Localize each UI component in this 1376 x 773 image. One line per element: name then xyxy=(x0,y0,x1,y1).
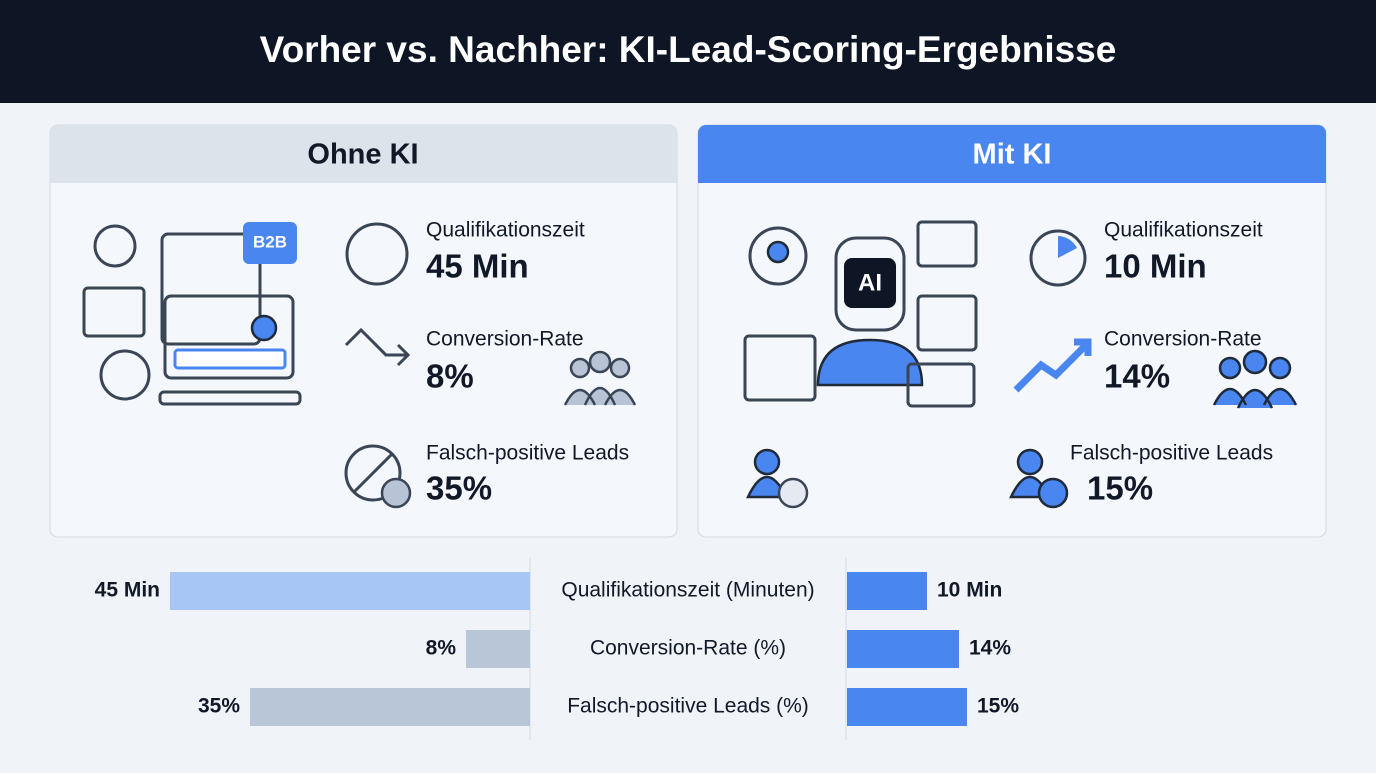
value-label: 14% xyxy=(969,637,1011,660)
metric-value: 35% xyxy=(426,470,492,507)
header-bar xyxy=(0,0,1376,103)
bar xyxy=(250,688,530,726)
metric-label: Falsch-positive Leads xyxy=(1070,442,1273,465)
category-label: Conversion-Rate (%) xyxy=(590,637,786,660)
metric-label: Conversion-Rate xyxy=(1104,328,1262,351)
illustration: AI xyxy=(743,220,978,408)
metric-label: Qualifikationszeit xyxy=(1104,219,1263,242)
metric-label: Falsch-positive Leads xyxy=(426,442,629,465)
illustration: B2B xyxy=(82,222,302,406)
metric-label: Conversion-Rate xyxy=(426,328,584,351)
category-label: Qualifikationszeit (Minuten) xyxy=(561,579,814,602)
user-check-icon xyxy=(1009,448,1069,509)
arrow-icon xyxy=(344,327,411,367)
card-title: Ohne KI xyxy=(307,139,418,171)
card-header xyxy=(698,125,1326,183)
bar xyxy=(170,572,530,610)
metric-value: 45 Min xyxy=(426,248,529,285)
badge: AI xyxy=(858,269,882,296)
metric-value: 14% xyxy=(1104,358,1170,395)
blocked-icon xyxy=(344,444,412,509)
metric-value: 15% xyxy=(1087,470,1153,507)
bar xyxy=(847,688,967,726)
people-icon xyxy=(563,350,637,406)
metric-value: 10 Min xyxy=(1104,248,1207,285)
clock-icon xyxy=(345,222,409,286)
card-title: Mit KI xyxy=(973,139,1052,171)
title: Vorher vs. Nachher: KI-Lead-Scoring-Erge… xyxy=(260,29,1117,70)
value-label: 35% xyxy=(198,695,240,718)
metric-label: Qualifikationszeit xyxy=(426,219,585,242)
trend-icon xyxy=(1013,338,1092,393)
category-label: Falsch-positive Leads (%) xyxy=(567,695,809,718)
user-check-icon xyxy=(746,448,809,509)
badge: B2B xyxy=(253,232,287,251)
value-label: 45 Min xyxy=(95,579,160,602)
bar xyxy=(847,630,959,668)
bar xyxy=(466,630,530,668)
metric-value: 8% xyxy=(426,358,474,395)
stopwatch-icon xyxy=(1029,229,1087,287)
value-label: 8% xyxy=(426,637,457,660)
value-label: 10 Min xyxy=(937,579,1002,602)
bar xyxy=(847,572,927,610)
people-icon xyxy=(1212,349,1298,409)
card-header xyxy=(50,125,677,183)
value-label: 15% xyxy=(977,695,1019,718)
